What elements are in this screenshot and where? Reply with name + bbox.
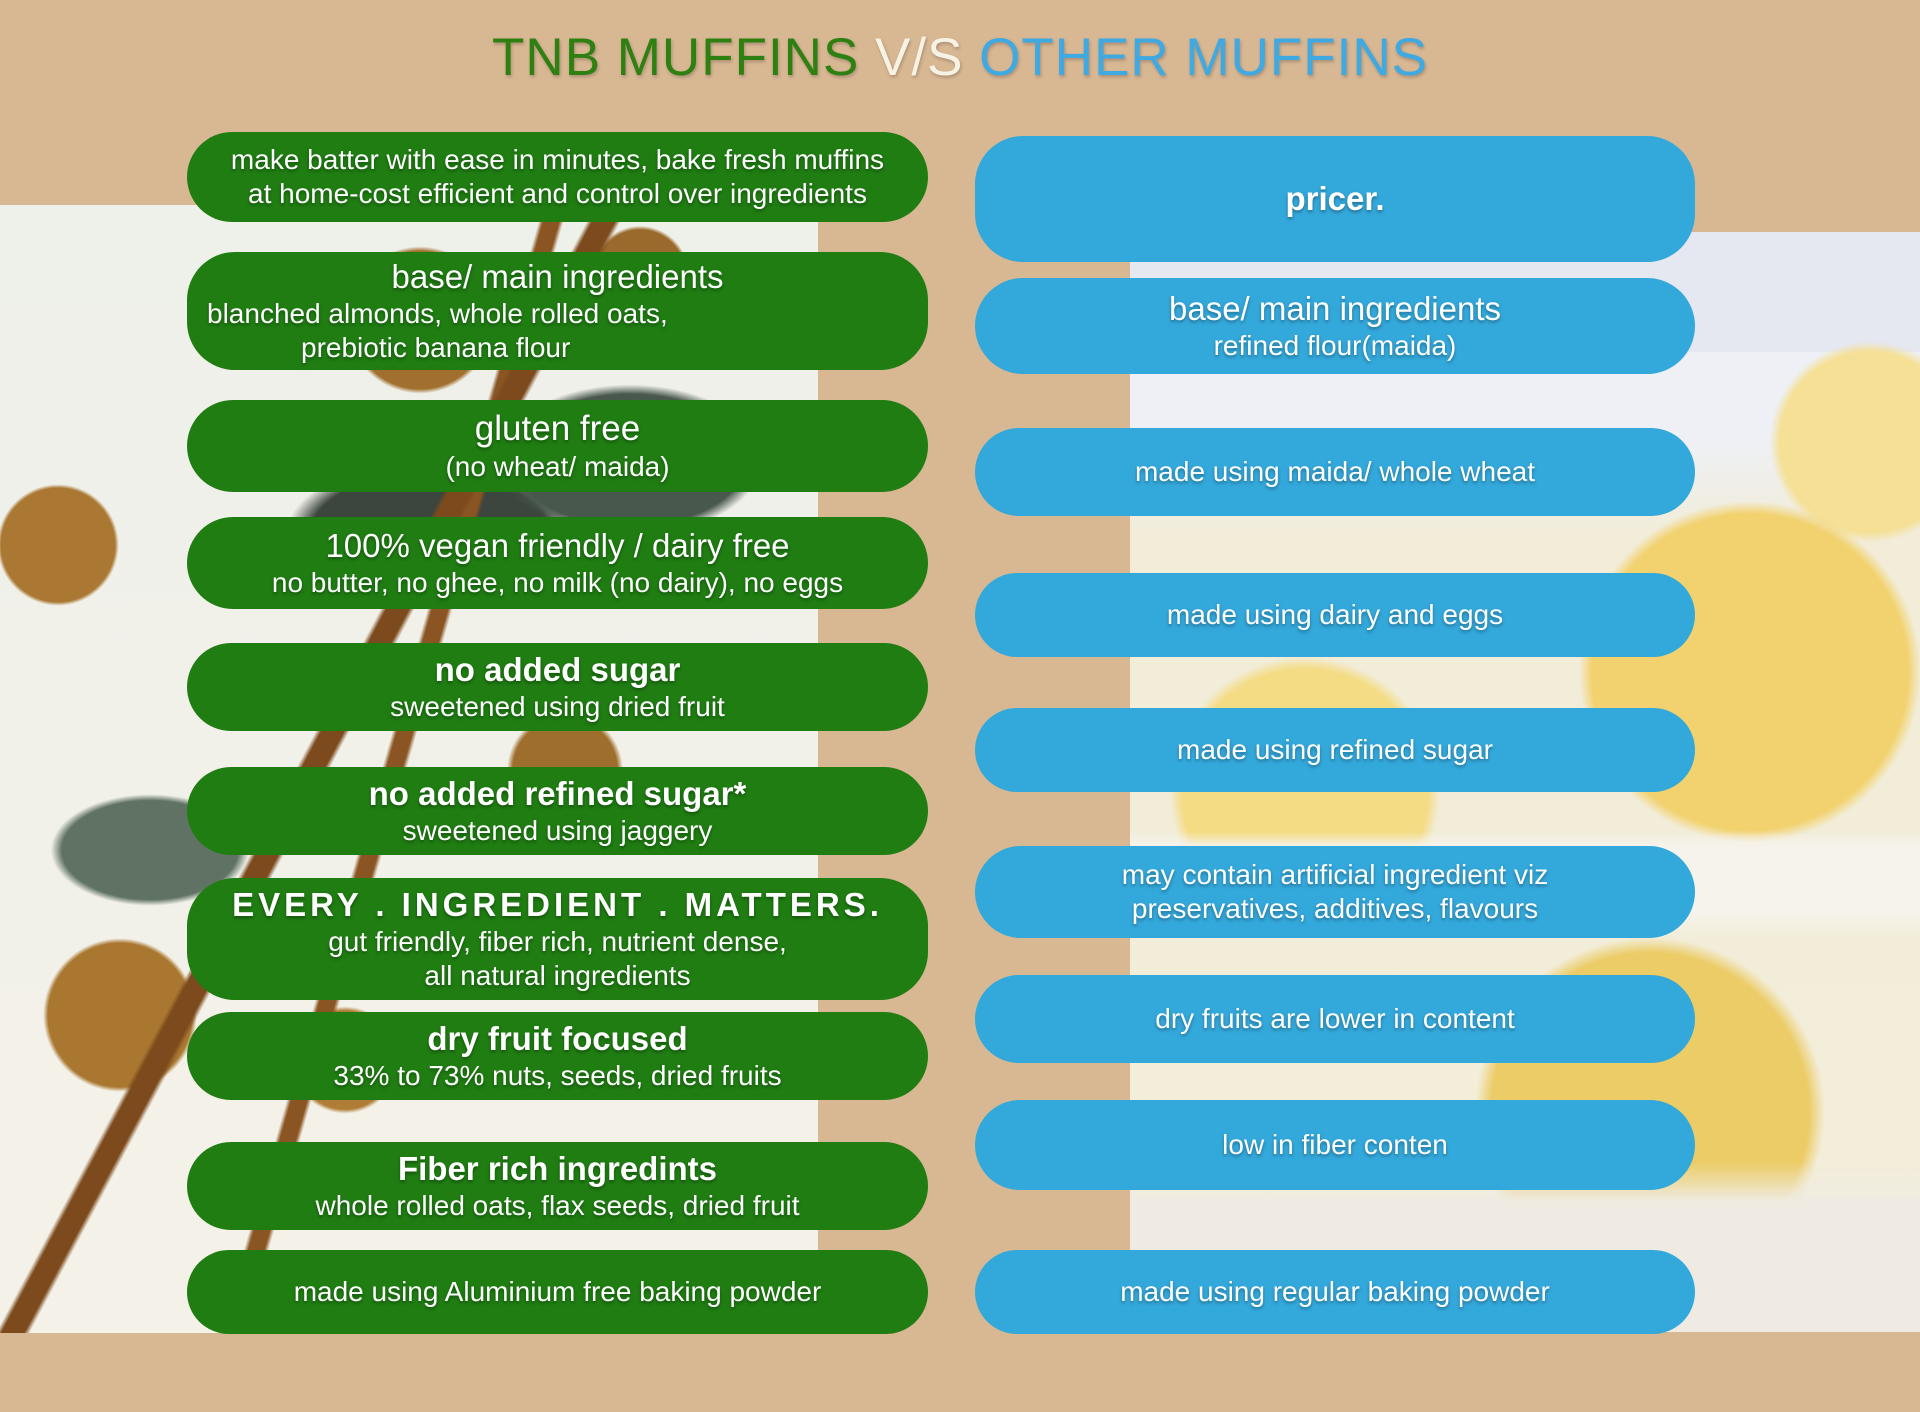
box-text: gut friendly, fiber rich, nutrient dense… [328,925,787,957]
left-box-batter: make batter with ease in minutes, bake f… [187,132,928,222]
left-box-dry-fruit: dry fruit focused 33% to 73% nuts, seeds… [187,1012,928,1100]
left-box-every-ingredient: EVERY . INGREDIENT . MATTERS. gut friend… [187,878,928,1000]
left-box-no-sugar: no added sugar sweetened using dried fru… [187,643,928,731]
box-text: dry fruits are lower in content [1155,1002,1515,1034]
box-text: prebiotic banana flour [301,332,571,364]
box-text: made using maida/ whole wheat [1134,455,1535,487]
box-text: made using Aluminium free baking powder [293,1275,822,1307]
right-box-low-fiber: low in fiber conten [975,1100,1695,1190]
box-text: low in fiber conten [1222,1128,1448,1160]
right-box-dry-fruits: dry fruits are lower in content [975,975,1695,1063]
right-box-dairy-eggs: made using dairy and eggs [975,573,1695,657]
right-box-ingredients: base/ main ingredients refined flour(mai… [975,278,1695,374]
box-heading: no added sugar [434,650,681,688]
box-text: refined flour(maida) [1213,330,1457,362]
box-heading: base/ main ingredients [1168,289,1502,327]
box-text: sweetened using jaggery [402,815,713,847]
right-box-maida: made using maida/ whole wheat [975,428,1695,516]
box-heading: Fiber rich ingredints [397,1149,718,1187]
page-title: TNB MUFFINS V/S OTHER MUFFINS [0,22,1920,94]
box-text: no butter, no ghee, no milk (no dairy), … [271,567,844,599]
right-box-artificial: may contain artificial ingredient viz pr… [975,846,1695,938]
left-box-ingredients: base/ main ingredients blanched almonds,… [187,252,928,370]
title-vs: V/S [875,28,964,87]
box-text: made using refined sugar [1177,733,1493,765]
left-box-no-refined-sugar: no added refined sugar* sweetened using … [187,767,928,855]
box-text: preservatives, additives, flavours [1131,893,1539,924]
left-box-fiber-rich: Fiber rich ingredints whole rolled oats,… [187,1142,928,1230]
box-text: made using regular baking powder [1120,1275,1550,1307]
box-heading: no added refined sugar* [368,774,747,812]
box-text: made using dairy and eggs [1166,598,1504,630]
box-heading: gluten free [474,408,641,448]
box-heading: pricer. [1285,179,1385,217]
box-text: blanched almonds, whole rolled oats, [207,297,668,329]
right-box-baking-powder: made using regular baking powder [975,1250,1695,1334]
right-box-pricer: pricer. [975,136,1695,262]
title-tnb-muffins: TNB MUFFINS [492,28,860,87]
box-text: whole rolled oats, flax seeds, dried fru… [315,1190,800,1222]
box-text: all natural ingredients [424,960,691,992]
left-box-vegan: 100% vegan friendly / dairy free no butt… [187,517,928,609]
box-heading: dry fruit focused [427,1019,688,1057]
box-text: at home-cost efficient and control over … [248,178,867,209]
box-text: make batter with ease in minutes, bake f… [230,143,885,175]
left-box-gluten-free: gluten free (no wheat/ maida) [187,400,928,492]
right-box-refined-sugar: made using refined sugar [975,708,1695,792]
box-text: (no wheat/ maida) [445,451,670,483]
box-heading: 100% vegan friendly / dairy free [325,526,790,564]
left-box-baking-powder: made using Aluminium free baking powder [187,1250,928,1334]
box-text: 33% to 73% nuts, seeds, dried fruits [333,1060,782,1092]
box-text: may contain artificial ingredient viz [1121,858,1549,890]
box-text: sweetened using dried fruit [390,691,725,723]
box-heading: base/ main ingredients [391,257,724,295]
box-heading: EVERY . INGREDIENT . MATTERS. [232,885,883,923]
title-other-muffins: OTHER MUFFINS [979,28,1428,87]
